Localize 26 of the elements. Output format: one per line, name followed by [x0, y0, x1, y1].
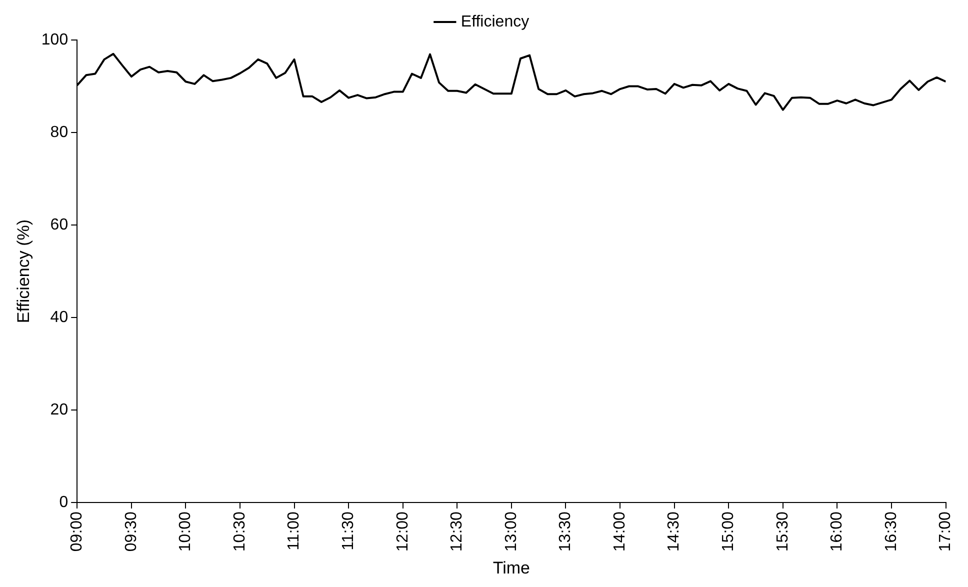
y-tick-label: 100: [41, 31, 68, 48]
y-axis-title: Efficiency (%): [14, 219, 33, 324]
x-tick-label: 09:00: [68, 511, 86, 552]
y-tick-label: 0: [59, 494, 68, 511]
legend-label: Efficiency: [460, 13, 530, 30]
y-tick-label: 40: [50, 308, 68, 326]
x-tick-label: 14:00: [611, 511, 628, 552]
y-tick-label: 80: [50, 124, 68, 141]
x-tick-label: 15:30: [774, 511, 792, 552]
x-tick-label: 10:00: [177, 511, 194, 552]
x-tick-label: 16:30: [882, 511, 900, 552]
x-tick-label: 10:30: [231, 511, 248, 552]
x-tick-label: 16:00: [828, 511, 846, 552]
y-tick-label: 60: [50, 216, 68, 234]
x-tick-label: 13:00: [502, 511, 520, 552]
x-tick-label: 12:00: [394, 511, 412, 552]
y-tick-label: 20: [50, 401, 68, 418]
x-tick-label: 17:00: [937, 511, 954, 552]
x-tick-label: 11:30: [340, 511, 357, 550]
x-tick-label: 11:00: [286, 511, 303, 550]
x-tick-label: 15:00: [720, 511, 738, 552]
x-tick-label: 14:30: [666, 511, 683, 552]
x-axis-title: Time: [492, 558, 530, 578]
x-tick-label: 09:30: [122, 511, 140, 552]
x-tick-label: 12:30: [448, 511, 466, 552]
x-tick-label: 13:30: [557, 511, 574, 552]
